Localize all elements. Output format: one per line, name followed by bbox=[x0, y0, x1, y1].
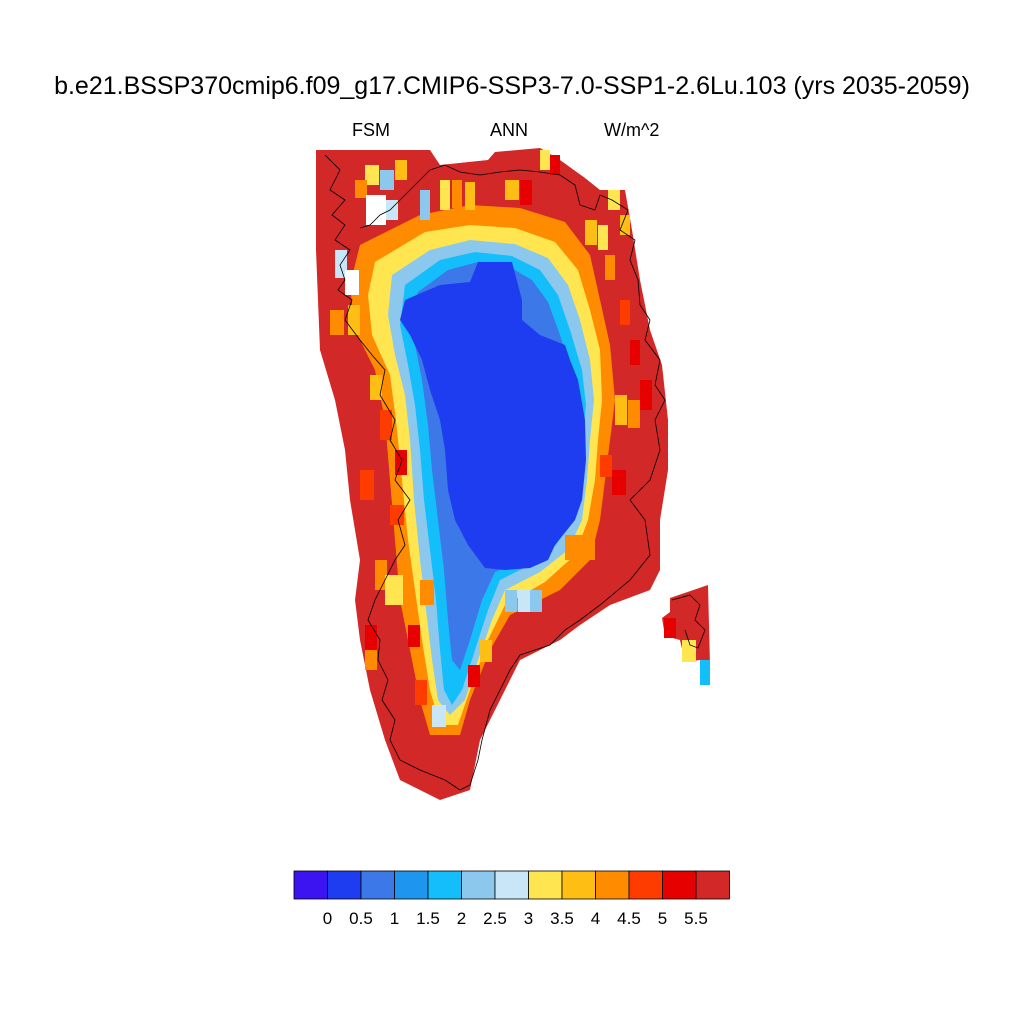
colorbar-box bbox=[595, 870, 630, 900]
colorbar-label: 1 bbox=[390, 909, 399, 928]
colorbar-boxes bbox=[293, 870, 730, 900]
colorbar-box bbox=[628, 870, 663, 900]
land-core-blue bbox=[400, 262, 586, 570]
colorbar-labels: 0 0.5 1 1.5 2 2.5 3 3.5 4 4.5 5 5.5 bbox=[323, 909, 708, 928]
cell bbox=[700, 660, 710, 685]
variable-label: FSM bbox=[352, 120, 390, 140]
colorbar-box bbox=[695, 870, 730, 900]
colorbar-label: 0.5 bbox=[349, 909, 373, 928]
colorbar-box bbox=[561, 870, 596, 900]
colorbar-label: 2 bbox=[457, 909, 466, 928]
land-east-island bbox=[662, 585, 710, 665]
colorbar-box bbox=[293, 870, 328, 900]
coastline-east-island bbox=[671, 594, 706, 649]
colorbar-box bbox=[360, 870, 395, 900]
colorbar-box bbox=[427, 870, 462, 900]
colorbar-box bbox=[662, 870, 697, 900]
colorbar-label: 4 bbox=[591, 909, 600, 928]
colorbar-box bbox=[528, 870, 563, 900]
season-label: ANN bbox=[490, 120, 529, 140]
colorbar-box bbox=[394, 870, 429, 900]
colorbar-label: 2.5 bbox=[483, 909, 507, 928]
colorbar-box bbox=[494, 870, 529, 900]
colorbar-label: 0 bbox=[323, 909, 332, 928]
cell bbox=[664, 618, 676, 638]
cell bbox=[682, 640, 696, 662]
colorbar-label: 1.5 bbox=[416, 909, 440, 928]
colorbar-label: 3 bbox=[524, 909, 533, 928]
coastline bbox=[324, 154, 666, 791]
colorbar-box bbox=[461, 870, 496, 900]
colorbar-box bbox=[327, 870, 362, 900]
colorbar-label: 5.5 bbox=[684, 909, 708, 928]
colorbar-label: 4.5 bbox=[617, 909, 641, 928]
colorbar-label: 3.5 bbox=[550, 909, 574, 928]
units-label: W/m^2 bbox=[604, 120, 660, 140]
colorbar-label: 5 bbox=[658, 909, 667, 928]
chart-title: b.e21.BSSP370cmip6.f09_g17.CMIP6-SSP3-7.… bbox=[54, 72, 970, 100]
